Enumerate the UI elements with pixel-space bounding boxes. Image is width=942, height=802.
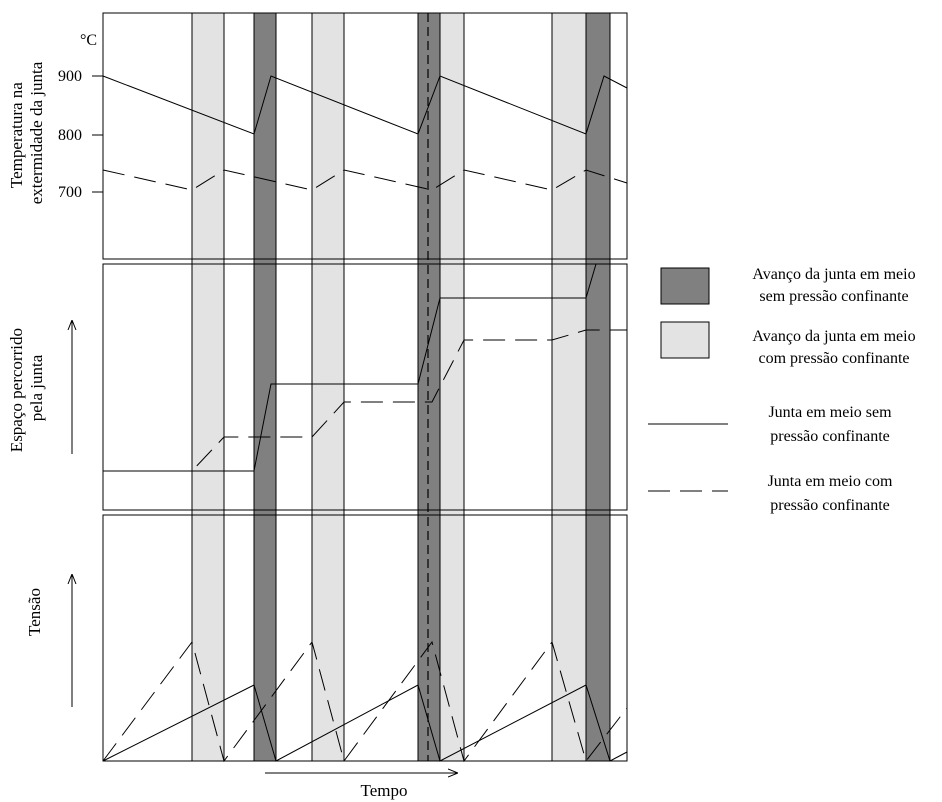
light-band [191, 12, 225, 762]
y-axis-label-line: pela junta [27, 354, 46, 421]
legend-item-dark-band: Avanço da junta em meio sem pressão conf… [660, 266, 916, 305]
legend-item-solid-line: Junta em meio sem pressão confinante [648, 404, 892, 445]
temperature-solid-line [102, 75, 628, 135]
legend-label: sem pressão confinante [759, 288, 908, 305]
x-axis: Tempo [265, 773, 458, 800]
bottom-panel-frame [102, 514, 628, 762]
legend-label: Avanço da junta em meio [752, 328, 915, 345]
y-axis-label: Tensão [25, 588, 44, 636]
light-band [551, 12, 587, 762]
tick-label: 700 [58, 184, 82, 201]
dark-band [253, 12, 277, 762]
legend-label: pressão confinante [770, 497, 890, 514]
middle-panel: Espaço percorrido pela junta [7, 263, 627, 472]
y-ticks [92, 75, 103, 193]
time-bands [191, 12, 611, 762]
legend-label: pressão confinante [770, 428, 890, 445]
top-panel: °C 900 800 700 Temperatura na extermidad… [7, 32, 628, 204]
legend-label: com pressão confinante [758, 350, 909, 367]
distance-solid-line [103, 263, 597, 472]
x-axis-label: Tempo [361, 781, 408, 800]
dark-bands [253, 12, 611, 762]
light-bands [191, 12, 587, 762]
temperature-dashed-line [102, 169, 628, 191]
legend-item-light-band: Avanço da junta em meio com pressão conf… [660, 321, 916, 367]
legend-swatch-dark [660, 267, 710, 305]
legend-swatch-light [660, 321, 710, 359]
stress-solid-line [102, 684, 628, 762]
legend-label: Avanço da junta em meio [752, 266, 915, 283]
bottom-panel: Tensão [25, 574, 628, 763]
light-band [439, 12, 465, 762]
y-axis-label: Temperatura na extermidade da junta [7, 61, 46, 204]
y-axis-label-line: Temperatura na [7, 82, 26, 188]
tick-label: 800 [58, 127, 82, 144]
unit-label: °C [80, 32, 97, 49]
legend-item-dashed-line: Junta em meio com pressão confinante [648, 473, 893, 514]
stress-dashed-line [102, 640, 628, 763]
dark-band [585, 12, 611, 762]
middle-panel-frame [102, 263, 628, 511]
top-panel-frame [102, 12, 628, 260]
panel-frames [102, 12, 628, 762]
legend-label: Junta em meio sem [768, 404, 892, 421]
tick-label: 900 [58, 68, 82, 85]
y-axis-label-line: extermidade da junta [27, 61, 46, 204]
distance-dashed-line [103, 329, 627, 472]
legend-label: Junta em meio com [768, 473, 893, 490]
y-axis-label: Espaço percorrido pela junta [7, 324, 46, 452]
light-band [311, 12, 345, 762]
y-axis-label-line: Espaço percorrido [7, 328, 26, 452]
legend: Avanço da junta em meio sem pressão conf… [648, 266, 916, 514]
